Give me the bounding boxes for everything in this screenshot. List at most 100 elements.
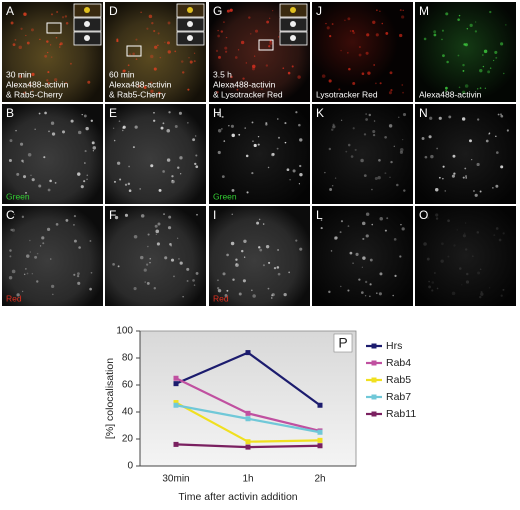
y-tick-label: 0 xyxy=(127,461,133,472)
speckle xyxy=(16,293,20,297)
speckle xyxy=(401,15,405,19)
speckle xyxy=(369,295,371,298)
speckle xyxy=(458,267,462,270)
speckle xyxy=(266,20,270,24)
speckle xyxy=(438,116,442,120)
speckle xyxy=(442,54,445,58)
speckle xyxy=(369,258,373,262)
speckle xyxy=(48,130,50,133)
speckle xyxy=(25,192,27,194)
speckle xyxy=(495,135,497,138)
speckle xyxy=(320,219,323,221)
speckle xyxy=(193,284,196,286)
speckle xyxy=(435,213,439,217)
speckle xyxy=(54,181,57,184)
speckle xyxy=(237,49,240,51)
speckle xyxy=(187,122,189,124)
speckle xyxy=(298,183,301,185)
speckle xyxy=(436,147,438,150)
speckle xyxy=(146,281,150,285)
speckle xyxy=(76,274,80,278)
data-point xyxy=(317,443,323,449)
speckle xyxy=(272,152,275,156)
speckle xyxy=(390,160,393,164)
speckle xyxy=(428,285,432,289)
speckle xyxy=(76,272,80,275)
speckle xyxy=(31,72,35,77)
speckle xyxy=(495,227,499,230)
speckle xyxy=(150,54,154,59)
speckle xyxy=(118,120,121,123)
speckle xyxy=(393,238,397,241)
speckle xyxy=(135,58,138,60)
speckle xyxy=(257,135,260,138)
speckle xyxy=(273,266,277,270)
speckle xyxy=(352,29,354,32)
speckle xyxy=(506,129,509,132)
speckle xyxy=(329,188,333,191)
speckle xyxy=(388,124,393,128)
speckle xyxy=(15,83,18,85)
speckle xyxy=(423,242,427,246)
inset-spot xyxy=(187,35,193,41)
y-tick-label: 80 xyxy=(122,353,134,364)
speckle xyxy=(51,132,56,136)
speckle xyxy=(434,272,436,274)
speckle xyxy=(10,21,14,25)
speckle xyxy=(124,183,128,186)
speckle xyxy=(171,179,174,182)
speckle xyxy=(473,190,475,192)
panel-label: O xyxy=(419,208,428,222)
speckle xyxy=(292,169,296,173)
speckle xyxy=(81,113,83,116)
panel-label: B xyxy=(6,106,14,120)
speckle xyxy=(54,78,58,82)
speckle xyxy=(238,292,242,296)
speckle xyxy=(344,19,346,22)
speckle xyxy=(457,54,460,57)
speckle xyxy=(390,89,393,92)
speckle xyxy=(56,11,59,14)
speckle xyxy=(188,57,190,59)
speckle xyxy=(480,292,484,296)
micrograph xyxy=(209,104,310,204)
speckle xyxy=(254,55,256,57)
speckle xyxy=(89,287,92,291)
speckle xyxy=(488,287,491,289)
data-point xyxy=(245,444,251,450)
speckle xyxy=(393,145,396,148)
speckle xyxy=(358,45,361,49)
speckle xyxy=(86,174,89,177)
speckle xyxy=(84,162,86,164)
speckle xyxy=(217,129,222,133)
speckle xyxy=(252,294,256,298)
speckle xyxy=(178,111,182,115)
speckle xyxy=(83,180,86,183)
speckle xyxy=(461,117,466,121)
speckle xyxy=(49,258,52,260)
speckle xyxy=(369,283,372,286)
legend-label: Rab4 xyxy=(386,357,411,369)
speckle xyxy=(241,93,243,95)
speckle xyxy=(362,237,365,241)
speckle xyxy=(430,154,434,159)
speckle xyxy=(340,220,344,223)
speckle xyxy=(431,281,435,284)
speckle xyxy=(340,49,342,52)
speckle xyxy=(166,41,170,45)
inset-frame xyxy=(258,39,274,51)
speckle xyxy=(226,253,229,257)
speckle xyxy=(379,272,383,276)
speckle xyxy=(477,271,481,275)
speckle xyxy=(287,71,291,75)
speckle xyxy=(42,242,45,245)
speckle xyxy=(367,71,371,75)
speckle xyxy=(128,165,131,168)
speckle xyxy=(70,119,74,123)
speckle xyxy=(34,128,36,130)
speckle xyxy=(403,189,406,192)
speckle xyxy=(428,280,430,283)
speckle xyxy=(482,54,484,56)
speckle xyxy=(123,69,126,73)
speckle xyxy=(476,231,480,234)
